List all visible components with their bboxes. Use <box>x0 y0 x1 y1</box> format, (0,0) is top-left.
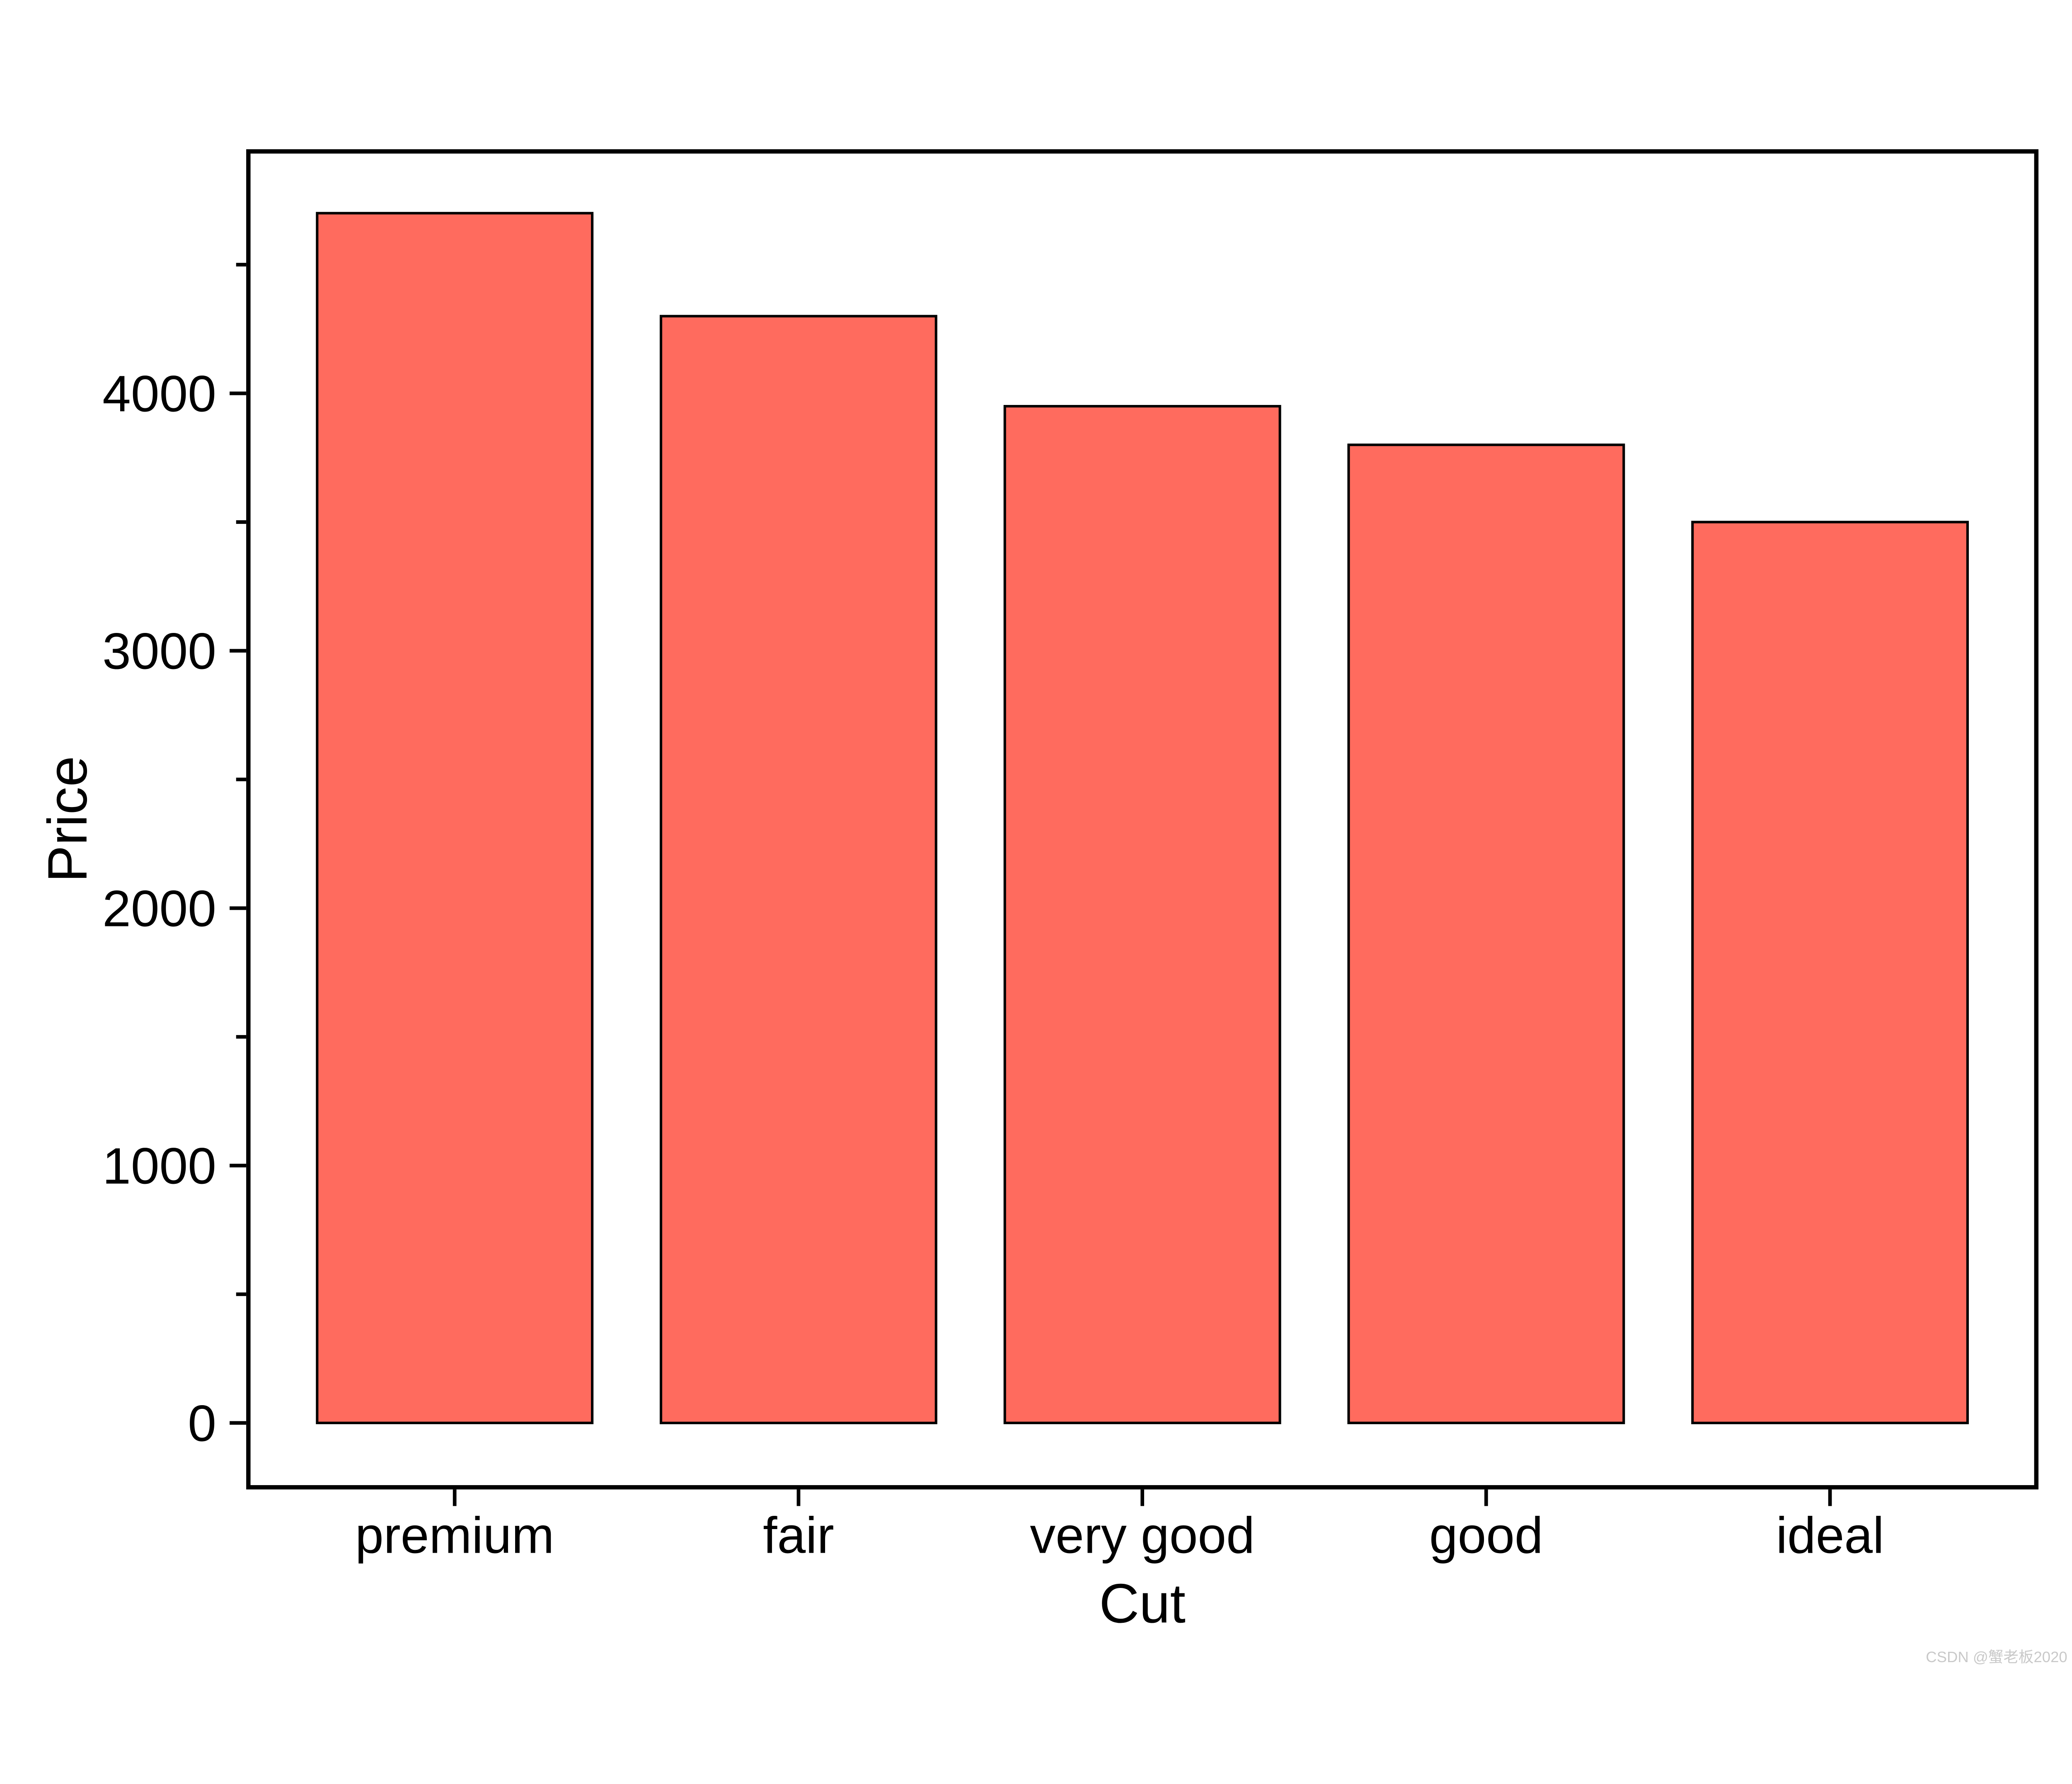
x-axis-tick-labels: premium fair very good good ideal <box>355 1507 1884 1564</box>
y-axis-major-ticks <box>230 391 247 1425</box>
bars-group <box>316 212 1969 1425</box>
y-tick-label-2000: 2000 <box>102 880 216 937</box>
x-tick-label-premium: premium <box>355 1507 554 1564</box>
y-tick-label-0: 0 <box>188 1395 216 1452</box>
y-axis-title: Price <box>37 756 99 882</box>
x-tick-label-fair: fair <box>763 1507 834 1564</box>
x-axis-ticks <box>453 1489 1832 1506</box>
x-tick-label-ideal: ideal <box>1776 1507 1884 1564</box>
x-tick-label-very-good: very good <box>1030 1507 1254 1564</box>
y-tick-label-3000: 3000 <box>102 623 216 680</box>
x-axis-title: Cut <box>1099 1573 1185 1634</box>
bar-ideal <box>1691 521 1969 1425</box>
plot-frame <box>246 149 2039 1490</box>
bar-good <box>1347 444 1625 1424</box>
y-axis-minor-ticks <box>236 263 247 1296</box>
bar-very-good <box>1003 405 1281 1424</box>
x-tick-label-good: good <box>1429 1507 1543 1564</box>
y-tick-label-4000: 4000 <box>102 365 216 422</box>
y-axis-tick-labels: 0 1000 2000 3000 4000 <box>102 365 216 1452</box>
watermark: CSDN @蟹老板2020 <box>1926 1648 2067 1665</box>
bar-premium <box>316 212 594 1424</box>
y-tick-label-1000: 1000 <box>102 1137 216 1195</box>
bar-fair <box>659 315 937 1425</box>
